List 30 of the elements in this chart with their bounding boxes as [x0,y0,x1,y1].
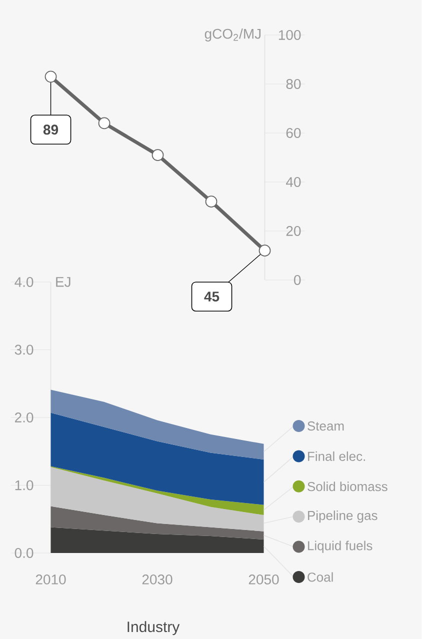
legend-label: Coal [308,572,333,582]
x-tick-label: 2030 [142,574,172,584]
x-tick-label: 2010 [36,574,66,584]
y-tick-label: 0 [294,275,301,285]
y-tick-label: 2.0 [15,412,34,422]
point [205,196,218,208]
y-tick-label: 4.0 [14,277,34,287]
point [258,244,271,257]
point [44,70,57,83]
y-tick-label: 20 [286,226,301,236]
y-tick-label: 40 [286,177,301,187]
legend-label: Liquid fuels [308,540,372,553]
y-tick-label: 100 [279,30,301,40]
y-axis-title: EJ [56,277,70,287]
x-axis-title: Industry [128,621,180,636]
legend-label: Final elec. [308,451,366,461]
point [152,149,164,161]
x-tick-label: 2050 [249,574,279,584]
y-tick-label: 1.0 [15,480,34,490]
y-tick-label: 60 [286,128,301,138]
y-tick-label: 0.0 [14,548,34,558]
y-tick-label: 3.0 [14,344,34,355]
annotation: 89 [44,124,58,135]
legend-label: Pipeline gas [308,510,378,523]
legend-label: Steam [308,421,344,431]
point [98,117,110,130]
y-tick-label: 80 [286,79,301,89]
y-axis-title: gCO$_{2}$/MJ [204,28,261,42]
legend-label: Solid biomass [308,482,388,492]
annotation: 45 [204,292,220,302]
